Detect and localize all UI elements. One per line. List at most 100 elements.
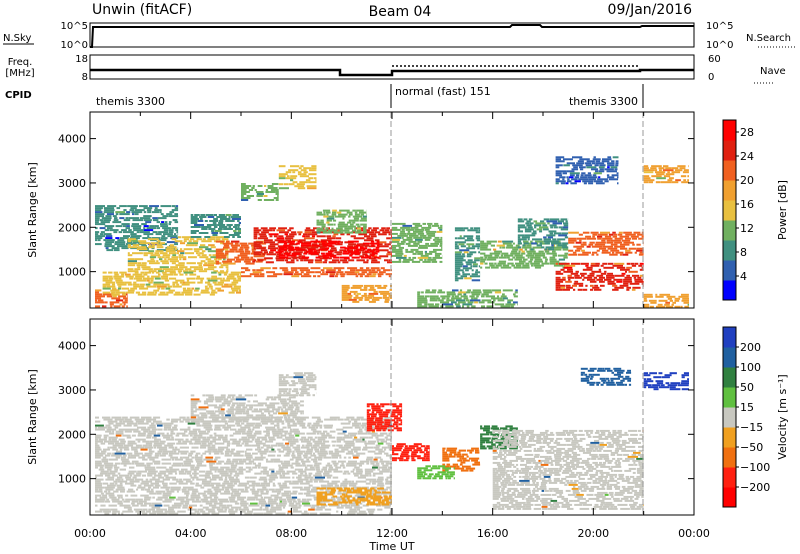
power-echo-cell [103,239,107,242]
velocity-echo-cell [157,428,163,431]
power-echo-cell [402,238,413,241]
power-echo-cell [175,229,179,232]
velocity-echo-cell [627,369,631,372]
velocity-echo-cell [235,412,243,415]
power-echo-cell [210,287,213,290]
velocity-echo-cell [279,416,283,419]
power-echo-cell [558,254,568,257]
velocity-echo-cell [215,398,224,401]
power-echo-cell [480,246,488,249]
power-echo-cell [263,199,275,201]
velocity-echo-cell [636,495,640,498]
velocity-echo-cell [203,458,213,461]
power-echo-cell [415,238,423,241]
power-echo-cell [397,242,405,245]
velocity-echo-cell [230,452,241,455]
velocity-echo-cell [125,478,134,481]
power-echo-cell [590,284,594,287]
velocity-echo-cell [112,452,115,455]
velocity-echo-cell [190,438,201,441]
power-echo-cell [381,227,386,230]
power-echo-cell [392,222,399,225]
power-echo-cell [333,267,345,270]
power-echo-cell [573,166,578,169]
velocity-echo-cell [254,472,262,475]
velocity-echo-cell [565,475,577,478]
nsearch-label: N.Search [746,33,791,44]
velocity-echo-cell [471,459,478,462]
velocity-echo-cell [258,448,262,451]
velocity-echo-cell [426,455,430,458]
power-echo-cell [568,253,578,256]
velocity-echo-cell [543,461,553,464]
velocity-echo-cell [211,506,221,509]
velocity-echo-cell [374,419,383,422]
velocity-echo-cell [606,487,613,490]
power-echo-cell [137,262,142,265]
velocity-echo-cell [98,438,107,441]
velocity-echo-cell [201,482,211,485]
velocity-echo-cell [266,432,270,435]
power-echo-cell [143,211,147,214]
velocity-echo-cell [195,452,201,455]
nsky-trace [90,24,694,48]
power-echo-cell [555,280,564,283]
velocity-echo-cell [314,456,323,459]
velocity-echo-cell [286,444,289,447]
power-echo-cell [168,215,179,218]
power-echo-cell [308,181,317,184]
power-echo-cell [451,295,455,298]
velocity-echo-cell [108,436,118,439]
velocity-echo-cell [119,468,126,471]
power-echo-cell [458,243,465,246]
velocity-echo-cell [550,499,558,502]
velocity-echo-cell [115,478,121,481]
velocity-echo-cell [566,465,576,468]
velocity-echo-cell [550,459,562,462]
power-echo-cell [405,228,415,231]
power-echo-cell [564,236,569,239]
power-echo-cell [111,291,116,294]
power-echo-cell [129,277,134,280]
power-echo-cell [285,239,292,242]
power-echo-cell [600,231,610,234]
velocity-echo-cell [119,474,130,477]
velocity-echo-cell [253,404,264,407]
velocity-echo-cell [174,438,184,441]
power-echo-cell [306,185,317,188]
velocity-echo-cell [602,381,606,384]
power-echo-cell [424,250,427,253]
power-echo-cell [549,224,557,227]
power-echo-cell [132,273,143,276]
velocity-echo-cell [374,491,382,494]
velocity-echo-cell [300,488,310,491]
power-colorbar-tick-label: 24 [740,150,754,163]
velocity-echo-cell [233,432,242,435]
velocity-echo-cell [221,474,232,477]
velocity-echo-cell [244,512,253,515]
velocity-echo-cell [596,383,599,386]
power-echo-cell [378,271,386,274]
power-echo-cell [363,227,366,230]
power-echo-cell [392,232,398,235]
power-echo-cell [244,250,251,253]
velocity-echo-cell [530,433,536,436]
power-echo-cell [474,257,481,260]
power-echo-cell [386,227,390,230]
velocity-echo-cell [492,461,501,464]
velocity-echo-cell [615,463,621,466]
power-echo-cell [350,286,362,289]
power-echo-cell [104,229,110,232]
velocity-echo-cell [417,475,425,478]
velocity-echo-cell [162,494,171,497]
velocity-echo-cell [639,433,644,436]
velocity-echo-cell [511,431,521,434]
power-echo-cell [399,232,407,235]
velocity-echo-cell [254,464,261,467]
velocity-echo-cell [633,461,636,464]
power-echo-cell [253,229,262,232]
velocity-echo-cell [301,390,308,393]
power-echo-cell [585,235,591,238]
power-echo-cell [240,273,241,276]
power-echo-cell [683,301,689,304]
